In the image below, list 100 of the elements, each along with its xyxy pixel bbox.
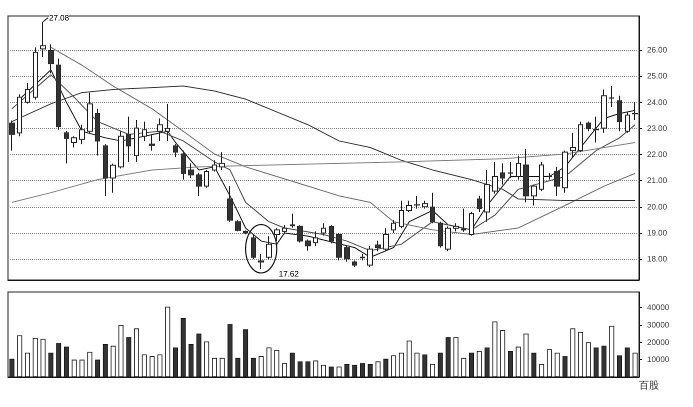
y-axis-title: 百股 <box>639 380 659 392</box>
candlestick <box>601 88 607 134</box>
candlestick <box>134 120 139 162</box>
candlestick <box>266 236 272 260</box>
candlestick <box>33 46 38 100</box>
candlestick <box>149 134 155 152</box>
candlestick <box>469 212 474 236</box>
candlestick <box>352 260 357 268</box>
annotation: 27.08 <box>49 13 70 22</box>
candlestick <box>578 121 583 153</box>
candlestick <box>219 152 225 170</box>
candlestick <box>414 195 420 210</box>
candlestick <box>188 162 194 179</box>
candlestick <box>360 253 365 261</box>
candlestick <box>274 228 280 242</box>
candlestick <box>56 58 61 130</box>
candlestick <box>118 130 124 169</box>
candlestick <box>632 102 638 121</box>
candlestick <box>383 228 389 252</box>
candlestick <box>173 144 178 158</box>
y-tick-label: 10000 <box>647 355 670 364</box>
candlestick <box>399 200 404 229</box>
candlestick <box>375 240 381 252</box>
candlestick <box>9 120 15 152</box>
candlestick <box>344 246 350 262</box>
candlestick <box>609 86 614 108</box>
candlestick <box>367 246 373 268</box>
candlestick <box>617 95 622 132</box>
candlestick <box>438 221 443 248</box>
candlestick <box>95 108 100 156</box>
candlestick <box>492 161 498 194</box>
candlestick <box>562 150 568 194</box>
candlestick <box>157 118 163 142</box>
candlestick <box>430 192 435 224</box>
candlestick <box>391 220 396 234</box>
candlestick <box>508 161 513 179</box>
candlestick <box>25 82 30 104</box>
candlestick <box>484 169 490 222</box>
candlestick <box>477 195 482 213</box>
candlestick <box>321 222 326 236</box>
candlestick <box>79 124 85 145</box>
y-tick-label: 19.00 <box>647 228 668 238</box>
candlestick <box>64 130 69 164</box>
candlestick <box>461 208 466 232</box>
line-series <box>11 142 636 203</box>
y-tick-label: 30000 <box>647 320 670 330</box>
candlestick <box>625 111 630 134</box>
candlestick <box>110 163 116 194</box>
candlestick <box>422 200 428 210</box>
candlestick <box>570 132 576 158</box>
y-tick-label: 23.00 <box>647 124 668 133</box>
candlestick <box>17 94 22 137</box>
candlestick <box>87 92 93 134</box>
candlestick <box>539 161 544 192</box>
candlestick <box>251 234 256 260</box>
annotation: 17.62 <box>278 270 300 279</box>
candlestick <box>48 44 54 74</box>
candlestick <box>142 121 147 142</box>
candlestick <box>126 116 131 162</box>
candlestick <box>71 136 77 148</box>
candlestick <box>500 162 505 186</box>
candlestick <box>212 160 217 172</box>
candlestick <box>165 103 170 142</box>
y-tick-label: 26.00 <box>647 45 668 54</box>
y-tick-label: 24.00 <box>647 98 668 107</box>
candlestick <box>227 186 233 222</box>
candlestick <box>329 224 334 244</box>
candlestick <box>290 213 295 228</box>
candlestick <box>586 121 591 132</box>
y-tick-label: 20.00 <box>647 202 668 212</box>
candlestick <box>445 226 451 252</box>
candlestick <box>235 220 241 232</box>
candlestick <box>593 116 599 144</box>
candlestick <box>336 232 342 261</box>
candlestick <box>258 253 264 270</box>
line-series <box>11 86 636 202</box>
candlestick <box>40 21 46 58</box>
candlestick <box>313 230 318 247</box>
candlestick <box>305 238 311 252</box>
y-tick-label: 40000 <box>647 303 670 312</box>
candlestick <box>554 166 560 196</box>
candlestick <box>103 144 108 196</box>
y-tick-label: 20000 <box>647 338 670 347</box>
candlestick <box>196 172 202 196</box>
line-series <box>50 46 636 236</box>
candlestick <box>297 224 303 244</box>
candlestick <box>406 200 412 213</box>
candlestick <box>516 155 521 180</box>
candlestick <box>204 169 209 188</box>
y-tick-label: 25.00 <box>647 72 668 81</box>
candlestick <box>547 172 552 180</box>
y-tick-label: 18.00 <box>647 254 668 264</box>
candlestick <box>282 224 287 235</box>
candlestick <box>523 148 529 203</box>
y-tick-label: 22.00 <box>647 150 668 160</box>
candlestick <box>531 184 537 206</box>
candlestick <box>243 230 248 235</box>
y-tick-label: 21.00 <box>647 176 668 186</box>
candlestick <box>453 222 459 232</box>
candlestick <box>181 150 186 180</box>
